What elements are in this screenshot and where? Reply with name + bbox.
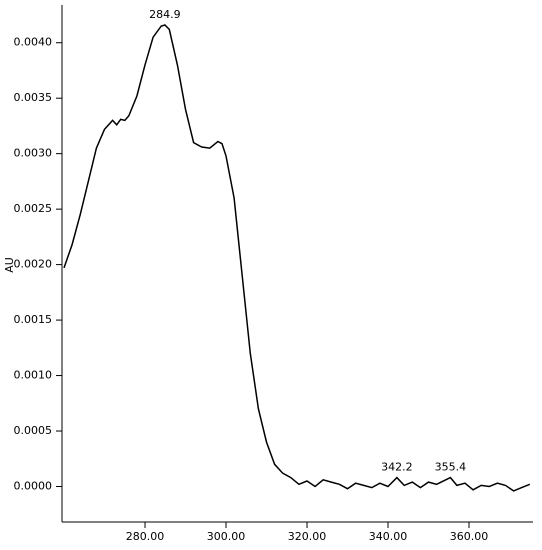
y-tick-label: 0.0015 [14,313,53,326]
y-tick-label: 0.0000 [14,479,53,492]
peak-label: 355.4 [435,461,467,474]
x-tick-label: 320.00 [288,530,327,543]
y-axis-label: AU [3,257,16,273]
y-tick-label: 0.0030 [14,147,53,160]
spectrum-line [63,24,531,492]
y-tick-label: 0.0040 [14,36,53,49]
x-tick-label: 340.00 [369,530,408,543]
y-tick-label: 0.0005 [14,424,53,437]
y-tick-label: 0.0020 [14,258,53,271]
y-tick-label: 0.0010 [14,369,53,382]
x-tick-label: 300.00 [207,530,246,543]
peak-label: 342.2 [381,461,413,474]
x-tick-label: 280.00 [126,530,165,543]
y-tick-label: 0.0035 [14,91,53,104]
x-tick-label: 360.00 [450,530,489,543]
peak-label: 284.9 [149,8,181,21]
y-tick-label: 0.0025 [14,202,53,215]
